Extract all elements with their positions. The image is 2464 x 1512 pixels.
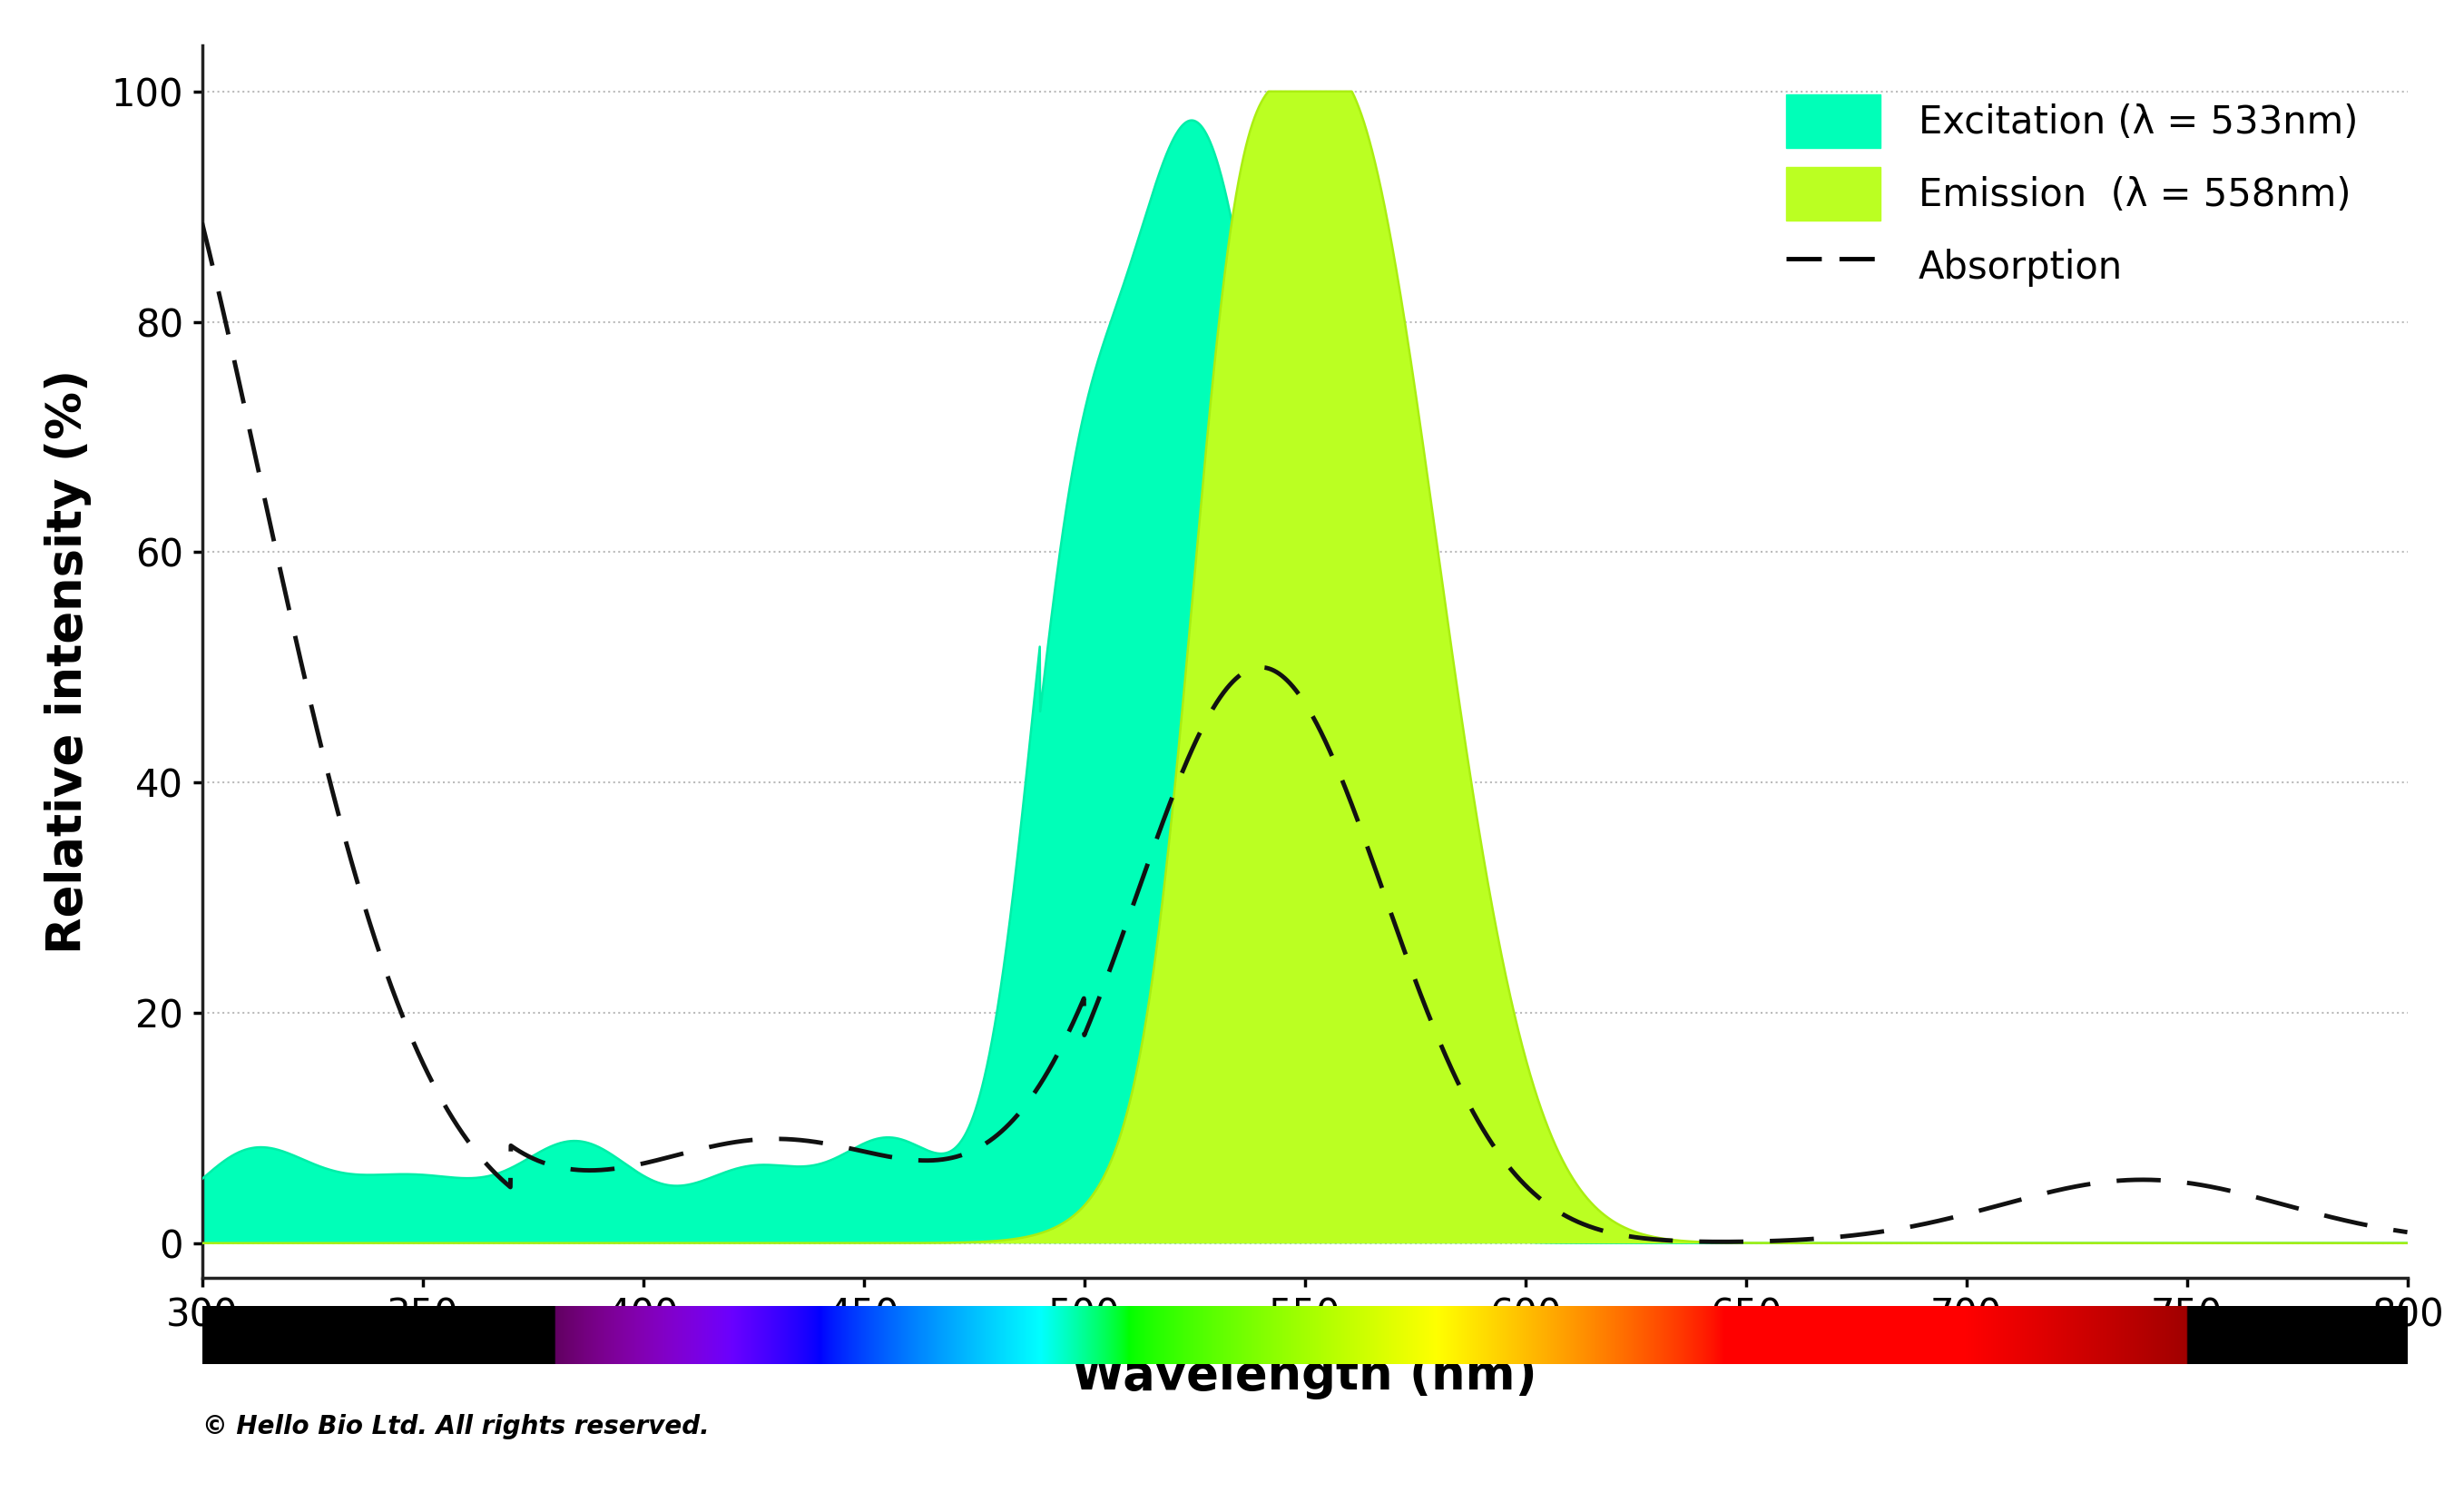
Y-axis label: Relative intensity (%): Relative intensity (%) — [44, 369, 91, 954]
Text: © Hello Bio Ltd. All rights reserved.: © Hello Bio Ltd. All rights reserved. — [202, 1414, 710, 1439]
X-axis label: Wavelength (nm): Wavelength (nm) — [1072, 1352, 1538, 1400]
Legend: Excitation (λ = 533nm), Emission  (λ = 558nm), Absorption: Excitation (λ = 533nm), Emission (λ = 55… — [1757, 65, 2388, 324]
